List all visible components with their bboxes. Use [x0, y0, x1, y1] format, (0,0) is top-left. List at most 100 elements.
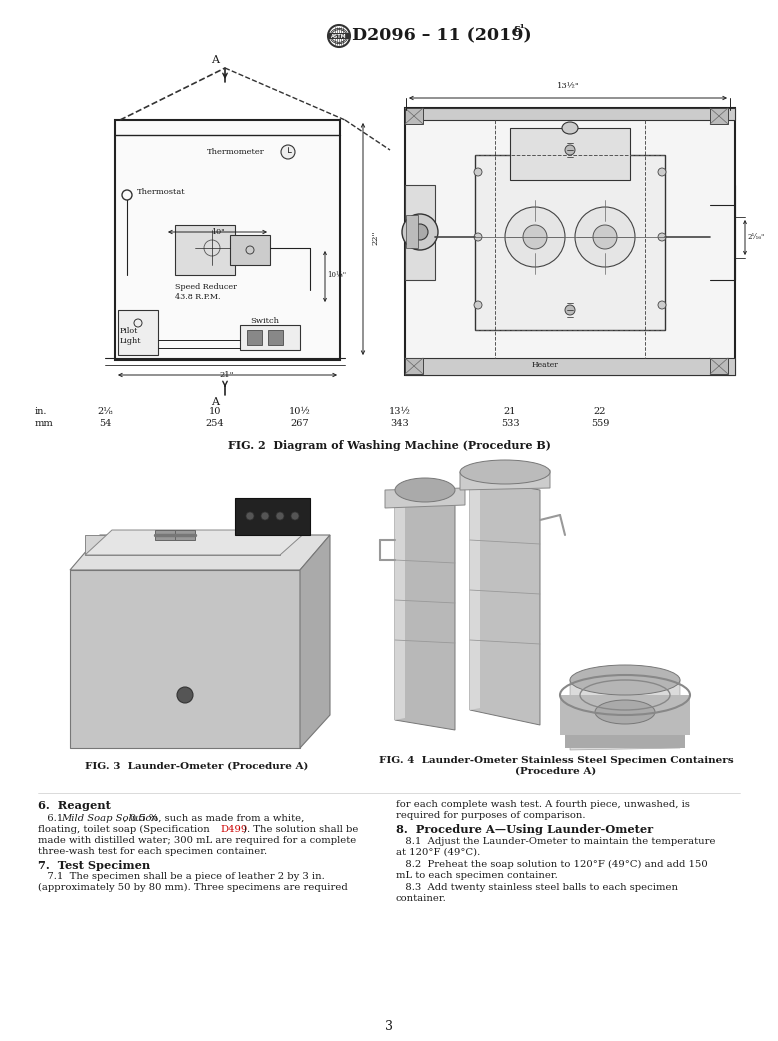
- Bar: [405, 108, 735, 375]
- Text: made with distilled water; 300 mL are required for a complete: made with distilled water; 300 mL are re…: [38, 836, 356, 845]
- Text: at 120°F (49°C).: at 120°F (49°C).: [396, 848, 480, 857]
- Text: 10: 10: [209, 407, 221, 416]
- Bar: [405, 185, 435, 280]
- Text: 8.  Procedure A—Using Launder-Ometer: 8. Procedure A—Using Launder-Ometer: [396, 824, 653, 835]
- Ellipse shape: [575, 207, 635, 266]
- Text: 22": 22": [371, 231, 379, 246]
- Bar: [175, 225, 235, 275]
- Text: , 0.5 %, such as made from a white,: , 0.5 %, such as made from a white,: [61, 814, 304, 823]
- Polygon shape: [70, 570, 300, 748]
- Text: 22: 22: [594, 407, 606, 416]
- Text: 343: 343: [391, 418, 409, 428]
- Polygon shape: [460, 469, 550, 490]
- Ellipse shape: [261, 512, 269, 520]
- Bar: [38, 468, 356, 755]
- Text: ε¹: ε¹: [514, 24, 526, 34]
- Text: Pilot: Pilot: [120, 327, 138, 335]
- Ellipse shape: [460, 460, 550, 484]
- Bar: [118, 310, 158, 355]
- Polygon shape: [395, 498, 405, 720]
- Text: Speed Reducer: Speed Reducer: [175, 283, 237, 291]
- Polygon shape: [570, 680, 680, 750]
- Ellipse shape: [276, 512, 284, 520]
- Bar: [247, 330, 262, 345]
- Ellipse shape: [177, 687, 193, 703]
- Text: 2¹⁄₁₆": 2¹⁄₁₆": [748, 233, 766, 242]
- Polygon shape: [300, 535, 330, 748]
- Ellipse shape: [474, 168, 482, 176]
- Polygon shape: [85, 530, 308, 555]
- Text: for each complete wash test. A fourth piece, unwashed, is: for each complete wash test. A fourth pi…: [396, 799, 690, 809]
- Bar: [230, 235, 270, 265]
- Ellipse shape: [523, 225, 547, 249]
- Polygon shape: [560, 695, 690, 735]
- Polygon shape: [175, 530, 195, 540]
- Text: 43.8 R.P.M.: 43.8 R.P.M.: [175, 293, 220, 301]
- Text: Light: Light: [120, 337, 142, 345]
- Ellipse shape: [474, 233, 482, 242]
- Text: 8.1  Adjust the Launder-Ometer to maintain the temperature: 8.1 Adjust the Launder-Ometer to maintai…: [396, 837, 716, 846]
- Ellipse shape: [562, 122, 578, 134]
- Text: Heater: Heater: [531, 361, 559, 369]
- Ellipse shape: [565, 305, 575, 315]
- Text: mL to each specimen container.: mL to each specimen container.: [396, 871, 558, 880]
- Bar: [328, 33, 350, 39]
- Bar: [710, 108, 728, 124]
- Bar: [406, 215, 418, 248]
- Text: in.: in.: [35, 407, 47, 416]
- Text: D499: D499: [220, 826, 247, 834]
- Bar: [710, 358, 728, 374]
- Polygon shape: [470, 478, 480, 710]
- Text: A: A: [211, 397, 219, 407]
- Polygon shape: [470, 478, 540, 725]
- Text: 21: 21: [503, 407, 517, 416]
- Polygon shape: [70, 535, 330, 570]
- Ellipse shape: [658, 168, 666, 176]
- Text: 254: 254: [205, 418, 224, 428]
- Ellipse shape: [658, 301, 666, 309]
- Text: 6.  Reagent: 6. Reagent: [38, 799, 111, 811]
- Bar: [115, 120, 340, 360]
- Text: 8.2  Preheat the soap solution to 120°F (49°C) and add 150: 8.2 Preheat the soap solution to 120°F (…: [396, 860, 708, 869]
- Text: 10¼": 10¼": [327, 271, 346, 279]
- Bar: [240, 325, 300, 350]
- Ellipse shape: [565, 145, 575, 155]
- Bar: [475, 155, 665, 330]
- Ellipse shape: [291, 512, 299, 520]
- Text: 533: 533: [501, 418, 519, 428]
- Ellipse shape: [474, 301, 482, 309]
- Text: 559: 559: [591, 418, 609, 428]
- Ellipse shape: [593, 225, 617, 249]
- Ellipse shape: [281, 145, 295, 159]
- Text: Switch: Switch: [250, 318, 279, 325]
- Text: 54: 54: [99, 418, 111, 428]
- Ellipse shape: [570, 665, 680, 695]
- Text: (approximately 50 by 80 mm). Three specimens are required: (approximately 50 by 80 mm). Three speci…: [38, 883, 348, 892]
- Ellipse shape: [246, 512, 254, 520]
- Text: ). The solution shall be: ). The solution shall be: [243, 826, 359, 834]
- Text: Thermostat: Thermostat: [137, 188, 186, 196]
- Ellipse shape: [412, 224, 428, 240]
- Text: 10": 10": [211, 228, 225, 236]
- Text: ASTM: ASTM: [331, 33, 347, 39]
- Polygon shape: [155, 530, 175, 540]
- Text: FIG. 2  Diagram of Washing Machine (Procedure B): FIG. 2 Diagram of Washing Machine (Proce…: [227, 440, 551, 451]
- Bar: [368, 468, 745, 748]
- Bar: [510, 128, 630, 180]
- Text: required for purposes of comparison.: required for purposes of comparison.: [396, 811, 586, 820]
- Bar: [405, 358, 735, 375]
- Text: three-wash test for each specimen container.: three-wash test for each specimen contai…: [38, 847, 267, 856]
- Text: A: A: [211, 55, 219, 65]
- Polygon shape: [385, 488, 465, 508]
- Text: FIG. 3  Launder-Ometer (Procedure A): FIG. 3 Launder-Ometer (Procedure A): [86, 762, 309, 771]
- Polygon shape: [395, 498, 455, 730]
- Ellipse shape: [658, 233, 666, 242]
- Polygon shape: [565, 735, 685, 748]
- Text: 13½: 13½: [389, 407, 411, 416]
- Ellipse shape: [595, 700, 655, 723]
- Polygon shape: [235, 498, 310, 535]
- Bar: [405, 108, 735, 120]
- Text: 7.  Test Specimen: 7. Test Specimen: [38, 860, 150, 871]
- Text: 6.1: 6.1: [38, 814, 66, 823]
- Ellipse shape: [395, 478, 455, 502]
